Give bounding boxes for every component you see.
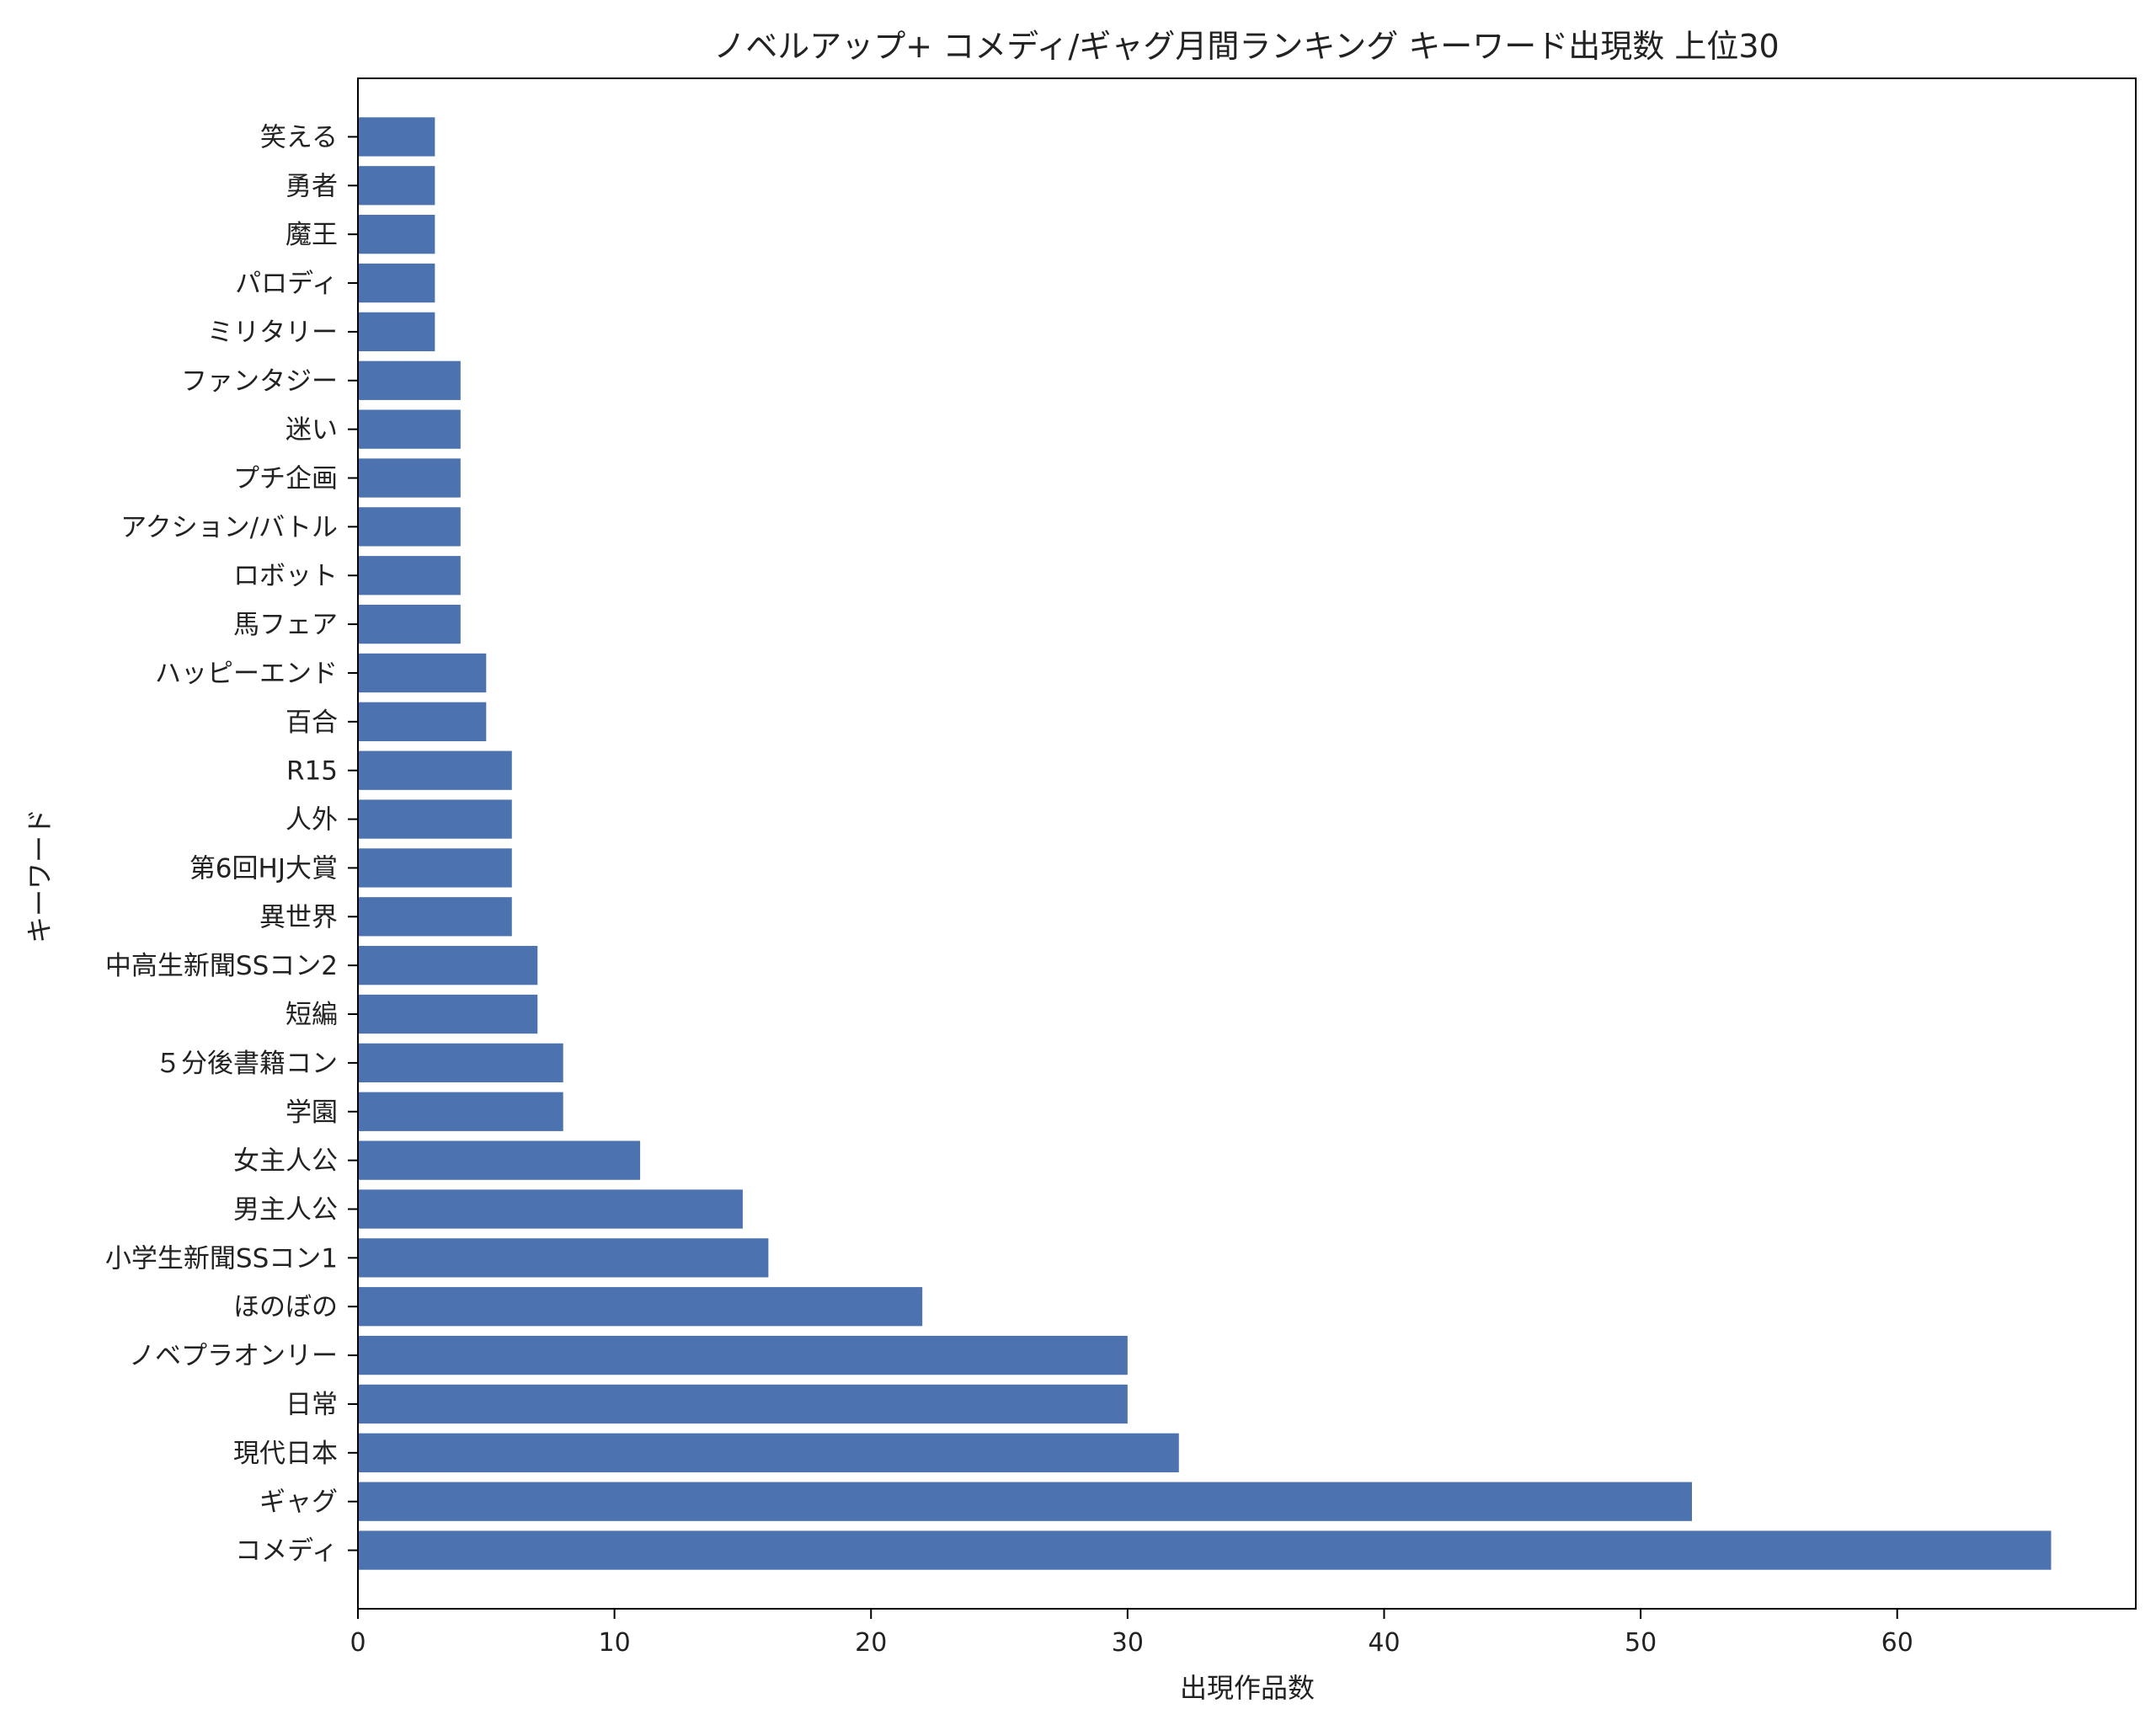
bar-13 bbox=[358, 946, 538, 985]
bar-11 bbox=[358, 1043, 563, 1083]
x-tick-label: 40 bbox=[1368, 1628, 1400, 1658]
y-tick-label: 勇者 bbox=[286, 171, 338, 201]
y-tick-label: プチ企画 bbox=[233, 464, 338, 494]
bar-9 bbox=[358, 1140, 641, 1180]
x-tick-label: 20 bbox=[855, 1628, 887, 1658]
bar-17 bbox=[358, 750, 512, 790]
y-tick-label: R15 bbox=[286, 756, 338, 787]
y-tick-label: 迷い bbox=[286, 415, 338, 446]
y-tick-label: 百合 bbox=[286, 708, 338, 738]
y-tick-label: 現代日本 bbox=[233, 1439, 338, 1469]
x-tick-label: 50 bbox=[1625, 1628, 1657, 1658]
bar-12 bbox=[358, 994, 538, 1034]
bar-3 bbox=[358, 1433, 1179, 1472]
bar-4 bbox=[358, 1384, 1128, 1424]
bar-2 bbox=[358, 1482, 1693, 1521]
y-tick-label: 中高生新聞SSコン2 bbox=[105, 951, 338, 981]
y-tick-label: 異世界 bbox=[259, 902, 338, 932]
bar-7 bbox=[358, 1238, 769, 1278]
bar-18 bbox=[358, 702, 487, 741]
y-tick-label: 笑える bbox=[260, 122, 338, 152]
y-tick-label: ファンタジー bbox=[181, 366, 338, 397]
bar-25 bbox=[358, 360, 461, 400]
bar-26 bbox=[358, 312, 435, 352]
y-tick-label: ノベプラオンリー bbox=[129, 1341, 338, 1371]
y-tick-label: ほのぼの bbox=[233, 1292, 338, 1322]
bar-28 bbox=[358, 215, 435, 254]
y-tick-label: 馬フェア bbox=[233, 610, 338, 640]
plot-frame bbox=[357, 77, 2137, 1610]
y-tick-label: 男主人公 bbox=[233, 1194, 338, 1225]
y-tick-label: ギャグ bbox=[259, 1487, 338, 1518]
y-tick-label: 日常 bbox=[286, 1390, 338, 1420]
bar-5 bbox=[358, 1335, 1128, 1375]
bars-layer bbox=[358, 117, 2052, 1570]
x-tick-label: 30 bbox=[1112, 1628, 1144, 1658]
bar-27 bbox=[358, 263, 435, 303]
y-tick-label: ミリタリー bbox=[207, 318, 338, 348]
y-tick-label: 小学生新聞SSコン1 bbox=[105, 1243, 338, 1274]
bar-8 bbox=[358, 1189, 743, 1229]
y-axis: コメディ ギャグ 現代日本 日常 ノベプラオンリー ほのぼの 小学生新聞SSコン1 男主人公 女… bbox=[105, 122, 358, 1567]
x-tick-label: 10 bbox=[599, 1628, 631, 1658]
bar-22 bbox=[358, 507, 461, 547]
y-tick-label: パロディ bbox=[235, 269, 338, 299]
y-tick-label: ロボット bbox=[233, 561, 338, 591]
y-tick-label: 女主人公 bbox=[233, 1146, 338, 1177]
x-tick-label: 60 bbox=[1881, 1628, 1913, 1658]
chart-title: ノベルアップ+ コメディ/ギャグ月間ランキング キーワード出現数 上位30 bbox=[713, 28, 1779, 65]
bar-14 bbox=[358, 897, 512, 937]
x-axis: 0 10 20 30 40 50 60 bbox=[350, 1609, 1913, 1658]
y-tick-label: 短編 bbox=[286, 1000, 338, 1030]
y-tick-label: ５分後書籍コン bbox=[155, 1049, 338, 1079]
bar-24 bbox=[358, 409, 461, 449]
y-tick-label: ハッピーエンド bbox=[155, 659, 338, 689]
x-axis-label: 出現作品数 bbox=[1180, 1672, 1315, 1704]
bar-10 bbox=[358, 1092, 563, 1131]
bar-23 bbox=[358, 458, 461, 498]
x-tick-label: 0 bbox=[350, 1628, 366, 1658]
y-tick-label: 学園 bbox=[286, 1097, 338, 1128]
y-tick-label: 第6回HJ大賞 bbox=[189, 853, 338, 884]
bar-1 bbox=[358, 1530, 2052, 1570]
bar-6 bbox=[358, 1287, 923, 1327]
bar-21 bbox=[358, 556, 461, 595]
bar-30 bbox=[358, 117, 435, 157]
y-tick-label: 魔王 bbox=[286, 220, 338, 250]
y-tick-label: アクション/バトル bbox=[120, 512, 338, 542]
bar-20 bbox=[358, 604, 461, 644]
bar-29 bbox=[358, 166, 435, 206]
y-tick-label: コメディ bbox=[235, 1536, 338, 1567]
bar-19 bbox=[358, 653, 487, 693]
bar-16 bbox=[358, 799, 512, 839]
y-tick-label: 人外 bbox=[286, 805, 338, 836]
y-axis-label: キーワード bbox=[24, 809, 56, 943]
bar-15 bbox=[358, 848, 512, 888]
